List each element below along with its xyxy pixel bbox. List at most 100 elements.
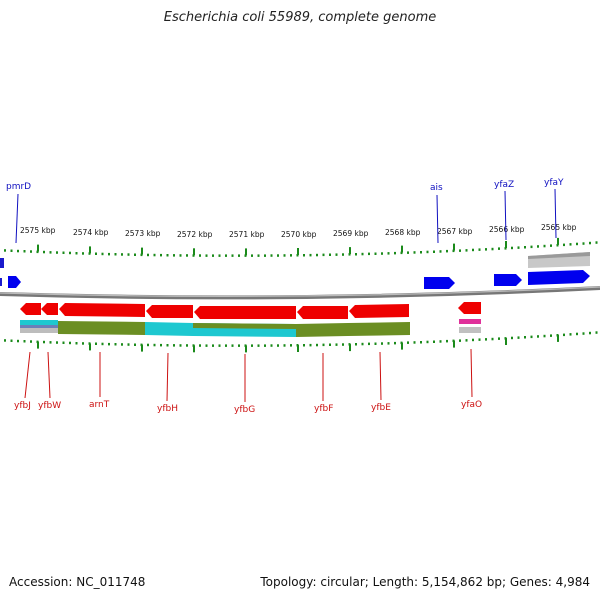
minor-tick — [595, 241, 598, 244]
minor-tick — [101, 342, 104, 346]
minor-tick — [309, 343, 312, 347]
minor-tick — [270, 344, 273, 347]
cds-feature[interactable] — [459, 319, 481, 324]
cds-feature[interactable] — [459, 324, 481, 327]
tick-label: 2574 kbp — [73, 228, 109, 237]
tick-label: 2566 kbp — [489, 225, 525, 234]
forward-gene-arrow[interactable] — [424, 277, 455, 289]
reverse-gene-arrow[interactable] — [146, 305, 193, 318]
minor-tick — [472, 338, 474, 342]
minor-tick — [173, 254, 175, 257]
minor-tick — [192, 254, 195, 257]
minor-tick — [69, 341, 71, 345]
gene-label-yfaZ[interactable]: yfaZ — [494, 180, 514, 190]
cds-feature[interactable] — [20, 320, 58, 325]
minor-tick — [179, 254, 182, 257]
minor-tick — [166, 344, 169, 347]
minor-tick — [342, 253, 344, 256]
minor-tick — [23, 250, 26, 253]
minor-tick — [524, 246, 526, 249]
cds-feature[interactable] — [20, 328, 58, 333]
cds-feature[interactable] — [145, 322, 193, 336]
reverse-gene-arrow[interactable] — [59, 303, 145, 317]
tick-label: 2572 kbp — [177, 230, 213, 239]
minor-tick — [95, 252, 97, 255]
gene-label-yfbH[interactable]: yfbH — [157, 404, 178, 414]
minor-tick — [491, 247, 494, 251]
minor-tick — [381, 342, 383, 345]
minor-tick — [368, 252, 370, 256]
minor-tick — [186, 344, 188, 347]
cds-feature[interactable] — [20, 325, 58, 328]
minor-tick — [205, 344, 208, 347]
cds-feature[interactable] — [348, 322, 410, 336]
reverse-gene-arrow[interactable] — [194, 306, 296, 319]
minor-tick — [205, 254, 208, 257]
reverse-gene-arrow[interactable] — [297, 306, 348, 319]
minor-tick — [257, 344, 260, 347]
forward-gene-labels: pmrD ais yfaZ yfaY — [6, 178, 564, 244]
minor-tick — [10, 339, 13, 342]
minor-tick — [153, 343, 156, 347]
minor-tick — [49, 341, 52, 344]
minor-tick — [212, 254, 214, 257]
minor-tick — [303, 344, 305, 347]
cds-feature[interactable] — [58, 321, 145, 335]
reverse-genes — [20, 302, 481, 319]
minor-tick — [413, 251, 416, 254]
cds-feature[interactable] — [296, 323, 348, 337]
minor-tick — [82, 252, 84, 255]
upper-gene-feature[interactable] — [528, 252, 590, 268]
reverse-gene-arrow[interactable] — [349, 304, 409, 318]
minor-tick — [303, 254, 305, 257]
minor-tick — [329, 253, 331, 256]
minor-tick — [498, 247, 500, 250]
cds-feature[interactable] — [459, 327, 481, 333]
minor-tick — [361, 252, 364, 256]
minor-tick — [348, 253, 351, 256]
minor-tick — [446, 339, 448, 343]
minor-tick — [290, 344, 292, 347]
reverse-gene-arrow[interactable] — [41, 303, 58, 315]
cds-feature[interactable] — [193, 323, 296, 329]
gene-label-pmrD[interactable]: pmrD — [6, 182, 31, 192]
minor-tick — [62, 341, 65, 344]
minor-tick — [75, 342, 78, 345]
minor-tick — [329, 343, 331, 346]
gene-label-yfbW[interactable]: yfbW — [38, 401, 61, 411]
label-leader-line — [504, 190, 507, 241]
minor-tick — [530, 335, 533, 339]
minor-tick — [387, 252, 390, 255]
forward-gene-arrow[interactable] — [8, 276, 21, 288]
minor-tick — [335, 343, 338, 346]
gene-label-yfbG[interactable]: yfbG — [234, 405, 255, 415]
forward-gene-arrow[interactable] — [528, 270, 590, 285]
genome-backbone — [0, 286, 600, 300]
minor-tick — [485, 248, 487, 251]
minor-tick — [459, 249, 461, 252]
reverse-gene-arrow[interactable] — [458, 302, 481, 314]
reverse-gene-arrow[interactable] — [20, 303, 41, 315]
minor-tick — [69, 251, 71, 255]
forward-gene-arrow[interactable] — [494, 274, 522, 286]
label-leader-line — [15, 193, 19, 244]
tick-label: 2575 kbp — [20, 226, 56, 235]
gene-label-yfbF[interactable]: yfbF — [314, 404, 333, 414]
genome-summary-text: Topology: circular; Length: 5,154,862 bp… — [260, 575, 590, 589]
minor-tick — [238, 254, 240, 257]
minor-tick — [134, 253, 136, 256]
minor-tick — [114, 343, 117, 346]
forward-gene-arrow[interactable] — [0, 278, 2, 286]
gene-label-yfaY[interactable]: yfaY — [544, 178, 564, 188]
minor-tick — [582, 242, 585, 245]
gene-label-yfbE[interactable]: yfbE — [371, 403, 391, 413]
gene-label-arnT[interactable]: arnT — [89, 400, 110, 410]
label-leader-line — [436, 194, 439, 244]
forward-gene-arrow[interactable] — [0, 258, 4, 268]
gene-label-ais[interactable]: ais — [430, 183, 443, 193]
gene-label-yfaO[interactable]: yfaO — [461, 400, 482, 410]
tick-label: 2567 kbp — [437, 227, 473, 236]
genome-title: Escherichia coli 55989, complete genome — [163, 10, 437, 25]
gene-label-yfbJ[interactable]: yfbJ — [14, 401, 31, 411]
